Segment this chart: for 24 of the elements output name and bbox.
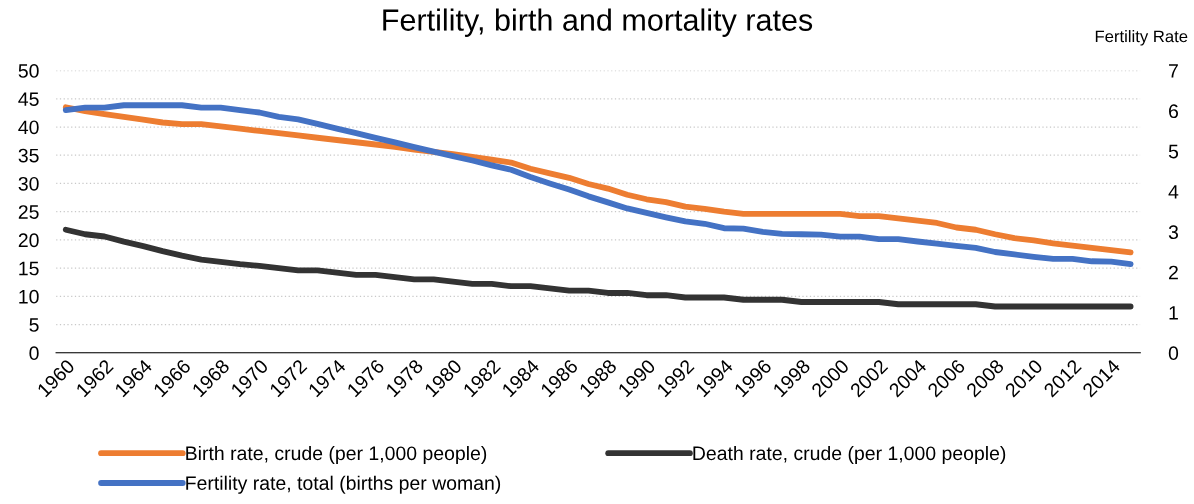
y2-axis-title: Fertility Rate [1095, 30, 1188, 46]
legend-label: Death rate, crude (per 1,000 people) [693, 445, 1006, 465]
y-tick-label: 20 [18, 233, 39, 248]
y2-tick-label: 6 [1169, 104, 1179, 119]
y2-tick-label: 5 [1168, 144, 1179, 159]
y-tick-label: 25 [18, 205, 39, 219]
y-tick-label: 50 [18, 64, 39, 78]
y-tick-label: 0 [29, 346, 39, 361]
legend-label: Birth rate, crude (per 1,000 people) [186, 445, 487, 465]
y2-tick-label: 0 [1168, 346, 1179, 361]
y2-tick-label: 1 [1169, 306, 1178, 320]
y-tick-label: 35 [18, 148, 39, 163]
y-tick-label: 5 [29, 318, 39, 332]
y-tick-label: 10 [19, 289, 39, 304]
y2-tick-label: 4 [1168, 185, 1179, 199]
y2-tick-label: 2 [1169, 265, 1178, 280]
legend-label: Fertility rate, total (births per woman) [186, 475, 501, 494]
chart-title: Fertility, birth and mortality rates [383, 8, 813, 37]
y2-tick-label: 7 [1169, 64, 1178, 78]
y-tick-label: 15 [19, 261, 39, 276]
y-tick-label: 40 [18, 120, 39, 135]
y2-tick-label: 3 [1168, 225, 1179, 240]
y-tick-label: 30 [18, 176, 39, 191]
y-tick-label: 45 [18, 92, 39, 107]
